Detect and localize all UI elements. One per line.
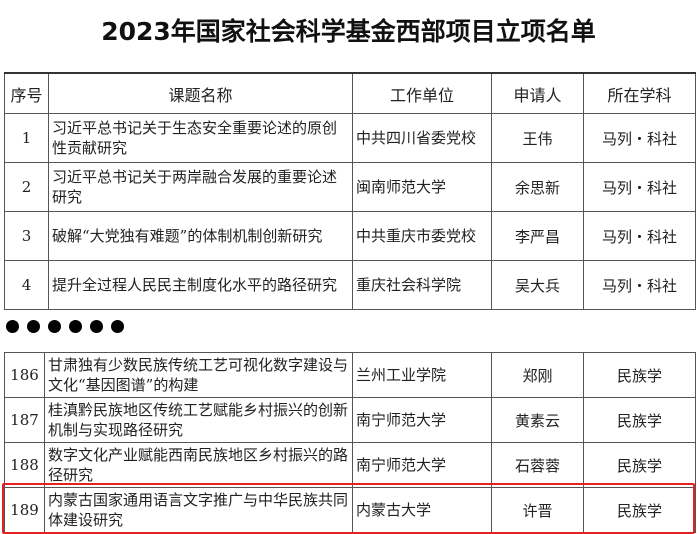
row-unit: 中共四川省委党校 [352, 113, 492, 163]
table-row: 3 破解“大党独有难题”的体制机制创新研究 中共重庆市委党校 李严昌 马列・科社 [4, 211, 696, 261]
row-applicant: 余思新 [491, 162, 584, 212]
header-topic: 课题名称 [48, 72, 353, 114]
row-topic: 习近平总书记关于生态安全重要论述的原创性贡献研究 [48, 113, 353, 163]
row-unit: 闽南师范大学 [352, 162, 492, 212]
row-number: 3 [4, 211, 49, 261]
table-row: 2 习近平总书记关于两岸融合发展的重要论述研究 闽南师范大学 余思新 马列・科社 [4, 162, 696, 212]
row-applicant: 许晋 [491, 487, 584, 533]
header-subject: 所在学科 [583, 72, 696, 114]
header-applicant: 申请人 [491, 72, 584, 114]
row-applicant: 郑刚 [491, 352, 584, 398]
row-number: 4 [4, 260, 49, 310]
dot-icon [6, 320, 19, 333]
row-topic: 桂滇黔民族地区传统工艺赋能乡村振兴的创新机制与实现路径研究 [44, 397, 353, 443]
row-subject: 民族学 [583, 487, 696, 533]
table-row: 188 数字文化产业赋能西南民族地区乡村振兴的路径研究 南宁师范大学 石蓉蓉 民族学 [4, 442, 696, 488]
row-unit: 中共重庆市委党校 [352, 211, 492, 261]
row-number: 188 [4, 442, 45, 488]
project-table-bottom: 186 甘肃独有少数民族传统工艺可视化数字建设与文化“基因图谱”的构建 兰州工业学院… [4, 352, 696, 533]
row-applicant: 黄素云 [491, 397, 584, 443]
ellipsis-dots [6, 320, 124, 333]
row-subject: 马列・科社 [583, 211, 696, 261]
row-topic: 破解“大党独有难题”的体制机制创新研究 [48, 211, 353, 261]
table-row: 4 提升全过程人民民主制度化水平的路径研究 重庆社会科学院 吴大兵 马列・科社 [4, 260, 696, 310]
table-header: 序号 课题名称 工作单位 申请人 所在学科 [4, 72, 696, 114]
row-subject: 民族学 [583, 442, 696, 488]
project-table-top: 序号 课题名称 工作单位 申请人 所在学科 1 习近平总书记关于生态安全重要论述的… [4, 72, 696, 310]
row-number: 189 [4, 487, 45, 533]
document-title: 2023年国家社会科学基金西部项目立项名单 [101, 17, 596, 46]
row-subject: 马列・科社 [583, 260, 696, 310]
row-applicant: 石蓉蓉 [491, 442, 584, 488]
row-topic: 内蒙古国家通用语言文字推广与中华民族共同体建设研究 [44, 487, 353, 533]
table-row: 186 甘肃独有少数民族传统工艺可视化数字建设与文化“基因图谱”的构建 兰州工业学院… [4, 352, 696, 398]
row-number: 187 [4, 397, 45, 443]
dot-icon [27, 320, 40, 333]
table-row: 189 内蒙古国家通用语言文字推广与中华民族共同体建设研究 内蒙古大学 许晋 民族学 [4, 487, 696, 533]
row-subject: 民族学 [583, 397, 696, 443]
row-unit: 南宁师范大学 [352, 397, 492, 443]
row-number: 1 [4, 113, 49, 163]
row-unit: 兰州工业学院 [352, 352, 492, 398]
row-topic: 提升全过程人民民主制度化水平的路径研究 [48, 260, 353, 310]
row-topic: 习近平总书记关于两岸融合发展的重要论述研究 [48, 162, 353, 212]
row-unit: 重庆社会科学院 [352, 260, 492, 310]
table-row: 187 桂滇黔民族地区传统工艺赋能乡村振兴的创新机制与实现路径研究 南宁师范大学 黄素… [4, 397, 696, 443]
row-subject: 马列・科社 [583, 113, 696, 163]
header-no: 序号 [4, 72, 49, 114]
table-row: 1 习近平总书记关于生态安全重要论述的原创性贡献研究 中共四川省委党校 王伟 马列・科社 [4, 113, 696, 163]
header-unit: 工作单位 [352, 72, 492, 114]
dot-icon [111, 320, 124, 333]
row-subject: 民族学 [583, 352, 696, 398]
dot-icon [90, 320, 103, 333]
row-topic: 甘肃独有少数民族传统工艺可视化数字建设与文化“基因图谱”的构建 [44, 352, 353, 398]
row-number: 186 [4, 352, 45, 398]
row-topic: 数字文化产业赋能西南民族地区乡村振兴的路径研究 [44, 442, 353, 488]
row-applicant: 王伟 [491, 113, 584, 163]
row-unit: 南宁师范大学 [352, 442, 492, 488]
row-applicant: 吴大兵 [491, 260, 584, 310]
dot-icon [48, 320, 61, 333]
row-subject: 马列・科社 [583, 162, 696, 212]
highlight-box [2, 483, 695, 534]
dot-icon [69, 320, 82, 333]
row-applicant: 李严昌 [491, 211, 584, 261]
row-number: 2 [4, 162, 49, 212]
